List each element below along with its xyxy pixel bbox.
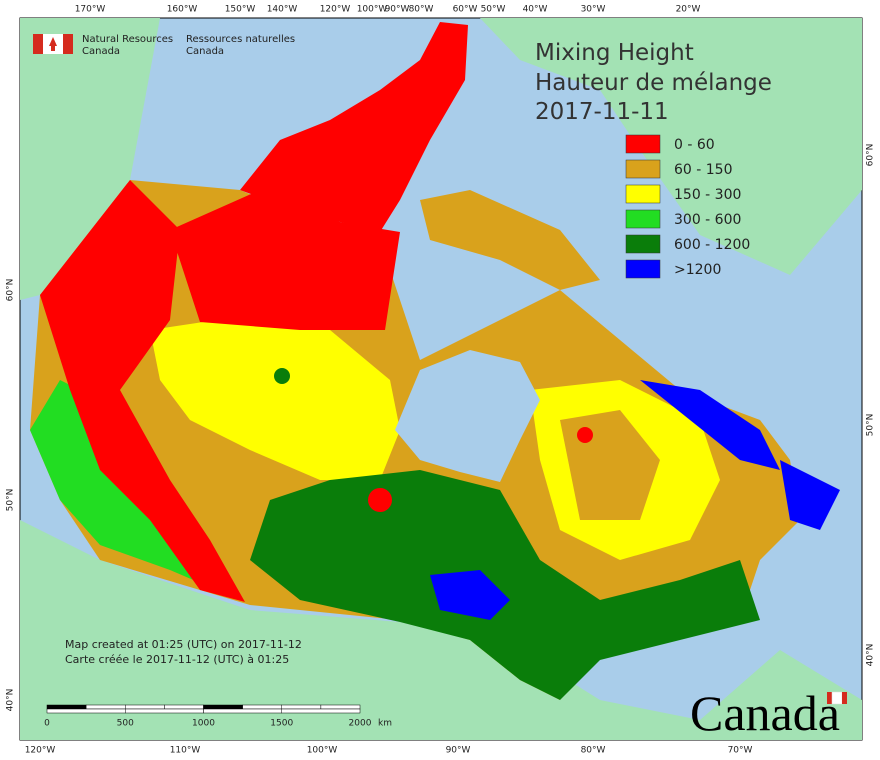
flag-bar (827, 692, 832, 704)
legend-swatch (625, 134, 661, 154)
org-name: Canada (82, 46, 120, 57)
scale-label: 2000 (349, 719, 372, 729)
scale-label: 1000 (192, 719, 215, 729)
scale-segment (242, 704, 282, 710)
zone-dark-green (250, 470, 760, 700)
map (19, 17, 863, 741)
zone-blue-newfoundland (780, 460, 840, 530)
legend-label: >1200 (674, 262, 721, 278)
map-title: Hauteur de mélange (535, 70, 772, 96)
flag-field (831, 691, 843, 705)
zone-red-north (170, 190, 400, 330)
latitude-label: 60°N (866, 144, 876, 167)
longitude-label: 100°W (357, 5, 388, 15)
legend: 0 - 60 60 - 150 150 - 300 300 - 600 600 - 12… (625, 134, 750, 279)
longitude-label: 90°W (446, 746, 471, 756)
zone-blue-labrador (640, 380, 780, 470)
flag-bar (33, 34, 43, 54)
scale-segment (85, 704, 126, 710)
longitude-label: 150°W (225, 5, 256, 15)
flag-bar (63, 34, 73, 54)
latitude-label: 40°N (866, 644, 876, 667)
scale-segment (125, 708, 204, 714)
legend-swatch (625, 184, 661, 204)
zone-spot (274, 368, 290, 384)
zone-red-west (40, 180, 245, 602)
wordmark: Canada (690, 685, 840, 741)
flag-bar (842, 692, 847, 704)
longitude-label: 50°W (481, 5, 506, 15)
longitude-label: 30°W (581, 5, 606, 15)
scale-segment (203, 704, 243, 710)
zone-spot (577, 427, 593, 443)
scale-label: 0 (44, 719, 50, 729)
legend-label: 60 - 150 (674, 162, 733, 178)
graticule-labels: 170°W 160°W 150°W 140°W 120°W 100°W90°W 80°W 60… (6, 5, 876, 756)
map-title: Mixing Height (535, 40, 694, 66)
map-title: 2017-11-11 (535, 99, 669, 125)
latitude-label: 40°N (6, 689, 16, 712)
greenland (480, 18, 862, 275)
legend-swatch (625, 259, 661, 279)
nrcan-signature: Natural Resources Canada Ressources natu… (33, 34, 295, 57)
longitude-label: 120°W (25, 746, 56, 756)
latitude-label: 50°N (6, 489, 16, 512)
scale-segment (281, 704, 322, 710)
longitude-label: 170°W (75, 5, 106, 15)
scale-segment (281, 708, 361, 714)
maple-leaf (49, 37, 57, 51)
legend-swatch (625, 209, 661, 229)
legend-label: 600 - 1200 (674, 237, 750, 253)
longitude-label: 40°W (523, 5, 548, 15)
zone-blue-ontario (430, 570, 510, 620)
longitude-label: 110°W (170, 746, 201, 756)
scale-bar: 0 500 1000 1500 2000 km (44, 704, 392, 729)
scale-label: 1500 (270, 719, 293, 729)
scale-segment (46, 708, 126, 714)
longitude-label: 60°W (453, 5, 478, 15)
longitude-label: 80°W (581, 746, 606, 756)
zone-spot (368, 488, 392, 512)
org-name: Natural Resources (82, 34, 173, 45)
legend-label: 300 - 600 (674, 212, 741, 228)
longitude-label: 100°W (307, 746, 338, 756)
longitude-label: 70°W (728, 746, 753, 756)
longitude-label: 90°W (385, 5, 410, 15)
legend-swatch (625, 159, 661, 179)
scale-segment (125, 704, 165, 710)
scale-segment (203, 708, 282, 714)
alaska (20, 18, 160, 300)
legend-label: 0 - 60 (674, 137, 715, 153)
hudson-bay (395, 350, 540, 482)
latitude-label: 60°N (6, 279, 16, 302)
longitude-label: 120°W (320, 5, 351, 15)
zone-yellow (150, 315, 400, 480)
org-name: Ressources naturelles (186, 34, 295, 45)
scale-unit: km (378, 719, 392, 729)
longitude-label: 20°W (676, 5, 701, 15)
latitude-label: 50°N (866, 414, 876, 437)
arctic-islands (240, 22, 468, 232)
baffin (420, 190, 600, 290)
scale-label: 500 (117, 719, 134, 729)
legend-swatch (625, 234, 661, 254)
longitude-label: 80°W (409, 5, 434, 15)
legend-label: 150 - 300 (674, 187, 741, 203)
canada-wordmark: Canada (690, 685, 847, 741)
org-name: Canada (186, 46, 224, 57)
united-states (20, 520, 862, 740)
longitude-label: 140°W (267, 5, 298, 15)
footer-note: Map created at 01:25 (UTC) on 2017-11-12 (65, 638, 302, 651)
scale-segment (320, 704, 361, 710)
scale-segment (164, 704, 204, 710)
longitude-label: 160°W (167, 5, 198, 15)
footer-note: Carte créée le 2017-11-12 (UTC) à 01:25 (65, 653, 289, 666)
scale-segment (46, 704, 87, 710)
